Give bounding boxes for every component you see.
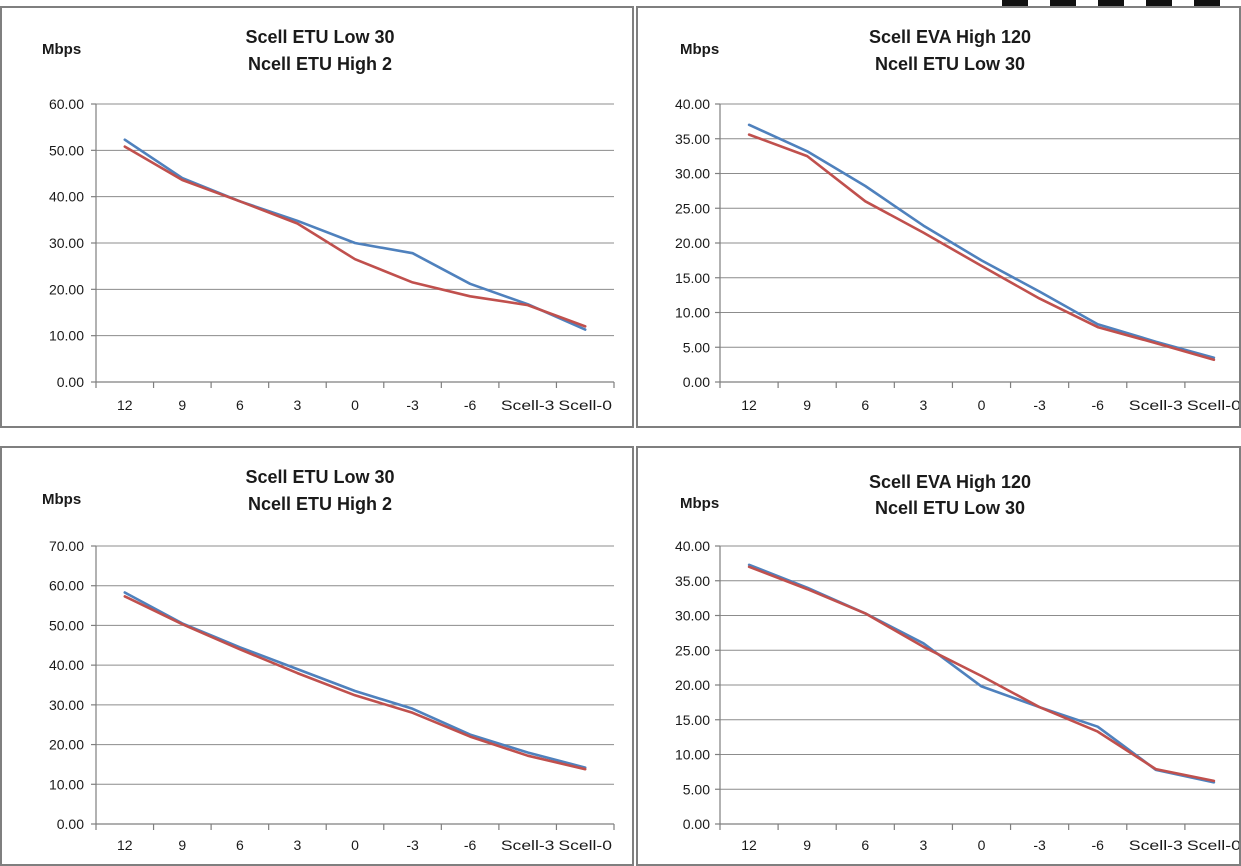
- y-tick-label: 0.00: [683, 374, 710, 390]
- series-line-1: [747, 563, 1216, 784]
- x-tick-label: Scell-0: [1187, 397, 1239, 413]
- x-tick-label: 0: [978, 837, 986, 853]
- y-tick-label: 40.00: [49, 189, 84, 205]
- series-line-2: [747, 133, 1216, 362]
- x-tick-label: 6: [861, 397, 869, 413]
- x-tick-label: 12: [117, 837, 133, 853]
- y-tick-label: 15.00: [675, 270, 710, 286]
- chart-title-line: Ncell ETU High 2: [248, 494, 392, 514]
- x-tick-label: 0: [351, 837, 359, 853]
- y-tick-label: 25.00: [675, 642, 710, 658]
- series-line-1: [123, 591, 587, 769]
- chart-title-line: Scell ETU Low 30: [245, 27, 394, 47]
- y-tick-label: 40.00: [675, 538, 710, 554]
- y-tick-label: 30.00: [675, 166, 710, 182]
- y-axis-unit-label: Mbps: [680, 495, 719, 512]
- x-tick-label: 3: [919, 397, 927, 413]
- y-tick-label: 20.00: [49, 737, 84, 753]
- series-line-2: [123, 145, 587, 328]
- x-tick-label: -3: [1033, 837, 1046, 853]
- x-tick-label: -3: [1033, 397, 1046, 413]
- x-tick-label: 0: [351, 397, 359, 413]
- x-tick-label: -6: [1091, 837, 1104, 853]
- x-tick-label: Scell-3: [501, 397, 555, 413]
- line-chart: Scell EVA High 120 Ncell ETU Low 30 Mbps 0.…: [675, 27, 1239, 413]
- y-tick-label: 20.00: [675, 235, 710, 251]
- line-chart: Scell ETU Low 30 Ncell ETU High 2 Mbps 0.00…: [42, 467, 615, 853]
- x-tick-label: -6: [1091, 397, 1104, 413]
- y-tick-label: 35.00: [675, 573, 710, 589]
- series-line-2: [123, 595, 587, 771]
- x-tick-label: Scell-0: [558, 397, 612, 413]
- top-edge-decoration: [990, 0, 1241, 6]
- y-tick-label: 50.00: [49, 617, 84, 633]
- chart-title-line: Scell EVA High 120: [869, 27, 1031, 47]
- y-tick-label: 40.00: [49, 657, 84, 673]
- chart-panel-bottom-left: Scell ETU Low 30 Ncell ETU High 2 Mbps 0.00…: [0, 446, 634, 866]
- x-tick-label: 12: [741, 397, 757, 413]
- line-chart: Scell ETU Low 30 Ncell ETU High 2 Mbps 0.00…: [42, 27, 615, 413]
- y-tick-label: 30.00: [675, 608, 710, 624]
- y-axis-unit-label: Mbps: [42, 491, 81, 508]
- y-tick-label: 0.00: [57, 816, 84, 832]
- chart-title-line: Scell ETU Low 30: [245, 467, 394, 487]
- x-tick-label: Scell-0: [1187, 837, 1239, 853]
- chart-title-line: Ncell ETU High 2: [248, 54, 392, 74]
- y-tick-label: 10.00: [49, 776, 84, 792]
- y-tick-label: 50.00: [49, 142, 84, 158]
- y-tick-label: 10.00: [49, 328, 84, 344]
- y-tick-label: 25.00: [675, 200, 710, 216]
- series-line-2: [747, 565, 1216, 783]
- y-axis-unit-label: Mbps: [42, 41, 81, 58]
- x-tick-label: 9: [178, 397, 186, 413]
- x-tick-label: 0: [978, 397, 986, 413]
- y-tick-label: 0.00: [683, 816, 710, 832]
- x-tick-label: 6: [861, 837, 869, 853]
- x-tick-label: Scell-0: [558, 837, 612, 853]
- x-tick-label: 6: [236, 397, 244, 413]
- y-tick-label: 20.00: [49, 281, 84, 297]
- y-tick-label: 0.00: [57, 374, 84, 390]
- x-tick-label: -3: [406, 397, 419, 413]
- x-tick-label: 3: [919, 837, 927, 853]
- x-tick-label: 3: [294, 397, 302, 413]
- y-tick-label: 30.00: [49, 697, 84, 713]
- x-tick-label: -3: [406, 837, 419, 853]
- chart-panel-top-left: Scell ETU Low 30 Ncell ETU High 2 Mbps 0.00…: [0, 6, 634, 428]
- y-tick-label: 60.00: [49, 96, 84, 112]
- y-tick-label: 60.00: [49, 578, 84, 594]
- y-tick-label: 70.00: [49, 538, 84, 554]
- chart-title-line: Scell EVA High 120: [869, 472, 1031, 492]
- x-tick-label: Scell-3: [1129, 837, 1183, 853]
- y-axis-unit-label: Mbps: [680, 41, 719, 58]
- y-tick-label: 30.00: [49, 235, 84, 251]
- x-tick-label: 9: [803, 397, 811, 413]
- chart-title-line: Ncell ETU Low 30: [875, 54, 1025, 74]
- y-tick-label: 15.00: [675, 712, 710, 728]
- y-tick-label: 5.00: [683, 339, 710, 355]
- x-tick-label: -6: [464, 397, 477, 413]
- x-tick-label: Scell-3: [1129, 397, 1183, 413]
- x-tick-label: Scell-3: [501, 837, 555, 853]
- series-line-1: [123, 138, 587, 331]
- line-chart: Scell EVA High 120 Ncell ETU Low 30 Mbps 0.…: [675, 472, 1239, 853]
- x-tick-label: -6: [464, 837, 477, 853]
- chart-panel-top-right: Scell EVA High 120 Ncell ETU Low 30 Mbps 0.…: [636, 6, 1241, 428]
- x-tick-label: 3: [294, 837, 302, 853]
- chart-title-line: Ncell ETU Low 30: [875, 498, 1025, 518]
- y-tick-label: 35.00: [675, 131, 710, 147]
- y-tick-label: 5.00: [683, 781, 710, 797]
- chart-panel-bottom-right: Scell EVA High 120 Ncell ETU Low 30 Mbps 0.…: [636, 446, 1241, 866]
- y-tick-label: 20.00: [675, 677, 710, 693]
- x-tick-label: 12: [741, 837, 757, 853]
- x-tick-label: 9: [803, 837, 811, 853]
- y-tick-label: 10.00: [675, 305, 710, 321]
- y-tick-label: 10.00: [675, 747, 710, 763]
- x-tick-label: 9: [178, 837, 186, 853]
- y-tick-label: 40.00: [675, 96, 710, 112]
- x-tick-label: 12: [117, 397, 133, 413]
- x-tick-label: 6: [236, 837, 244, 853]
- series-line-1: [747, 123, 1216, 360]
